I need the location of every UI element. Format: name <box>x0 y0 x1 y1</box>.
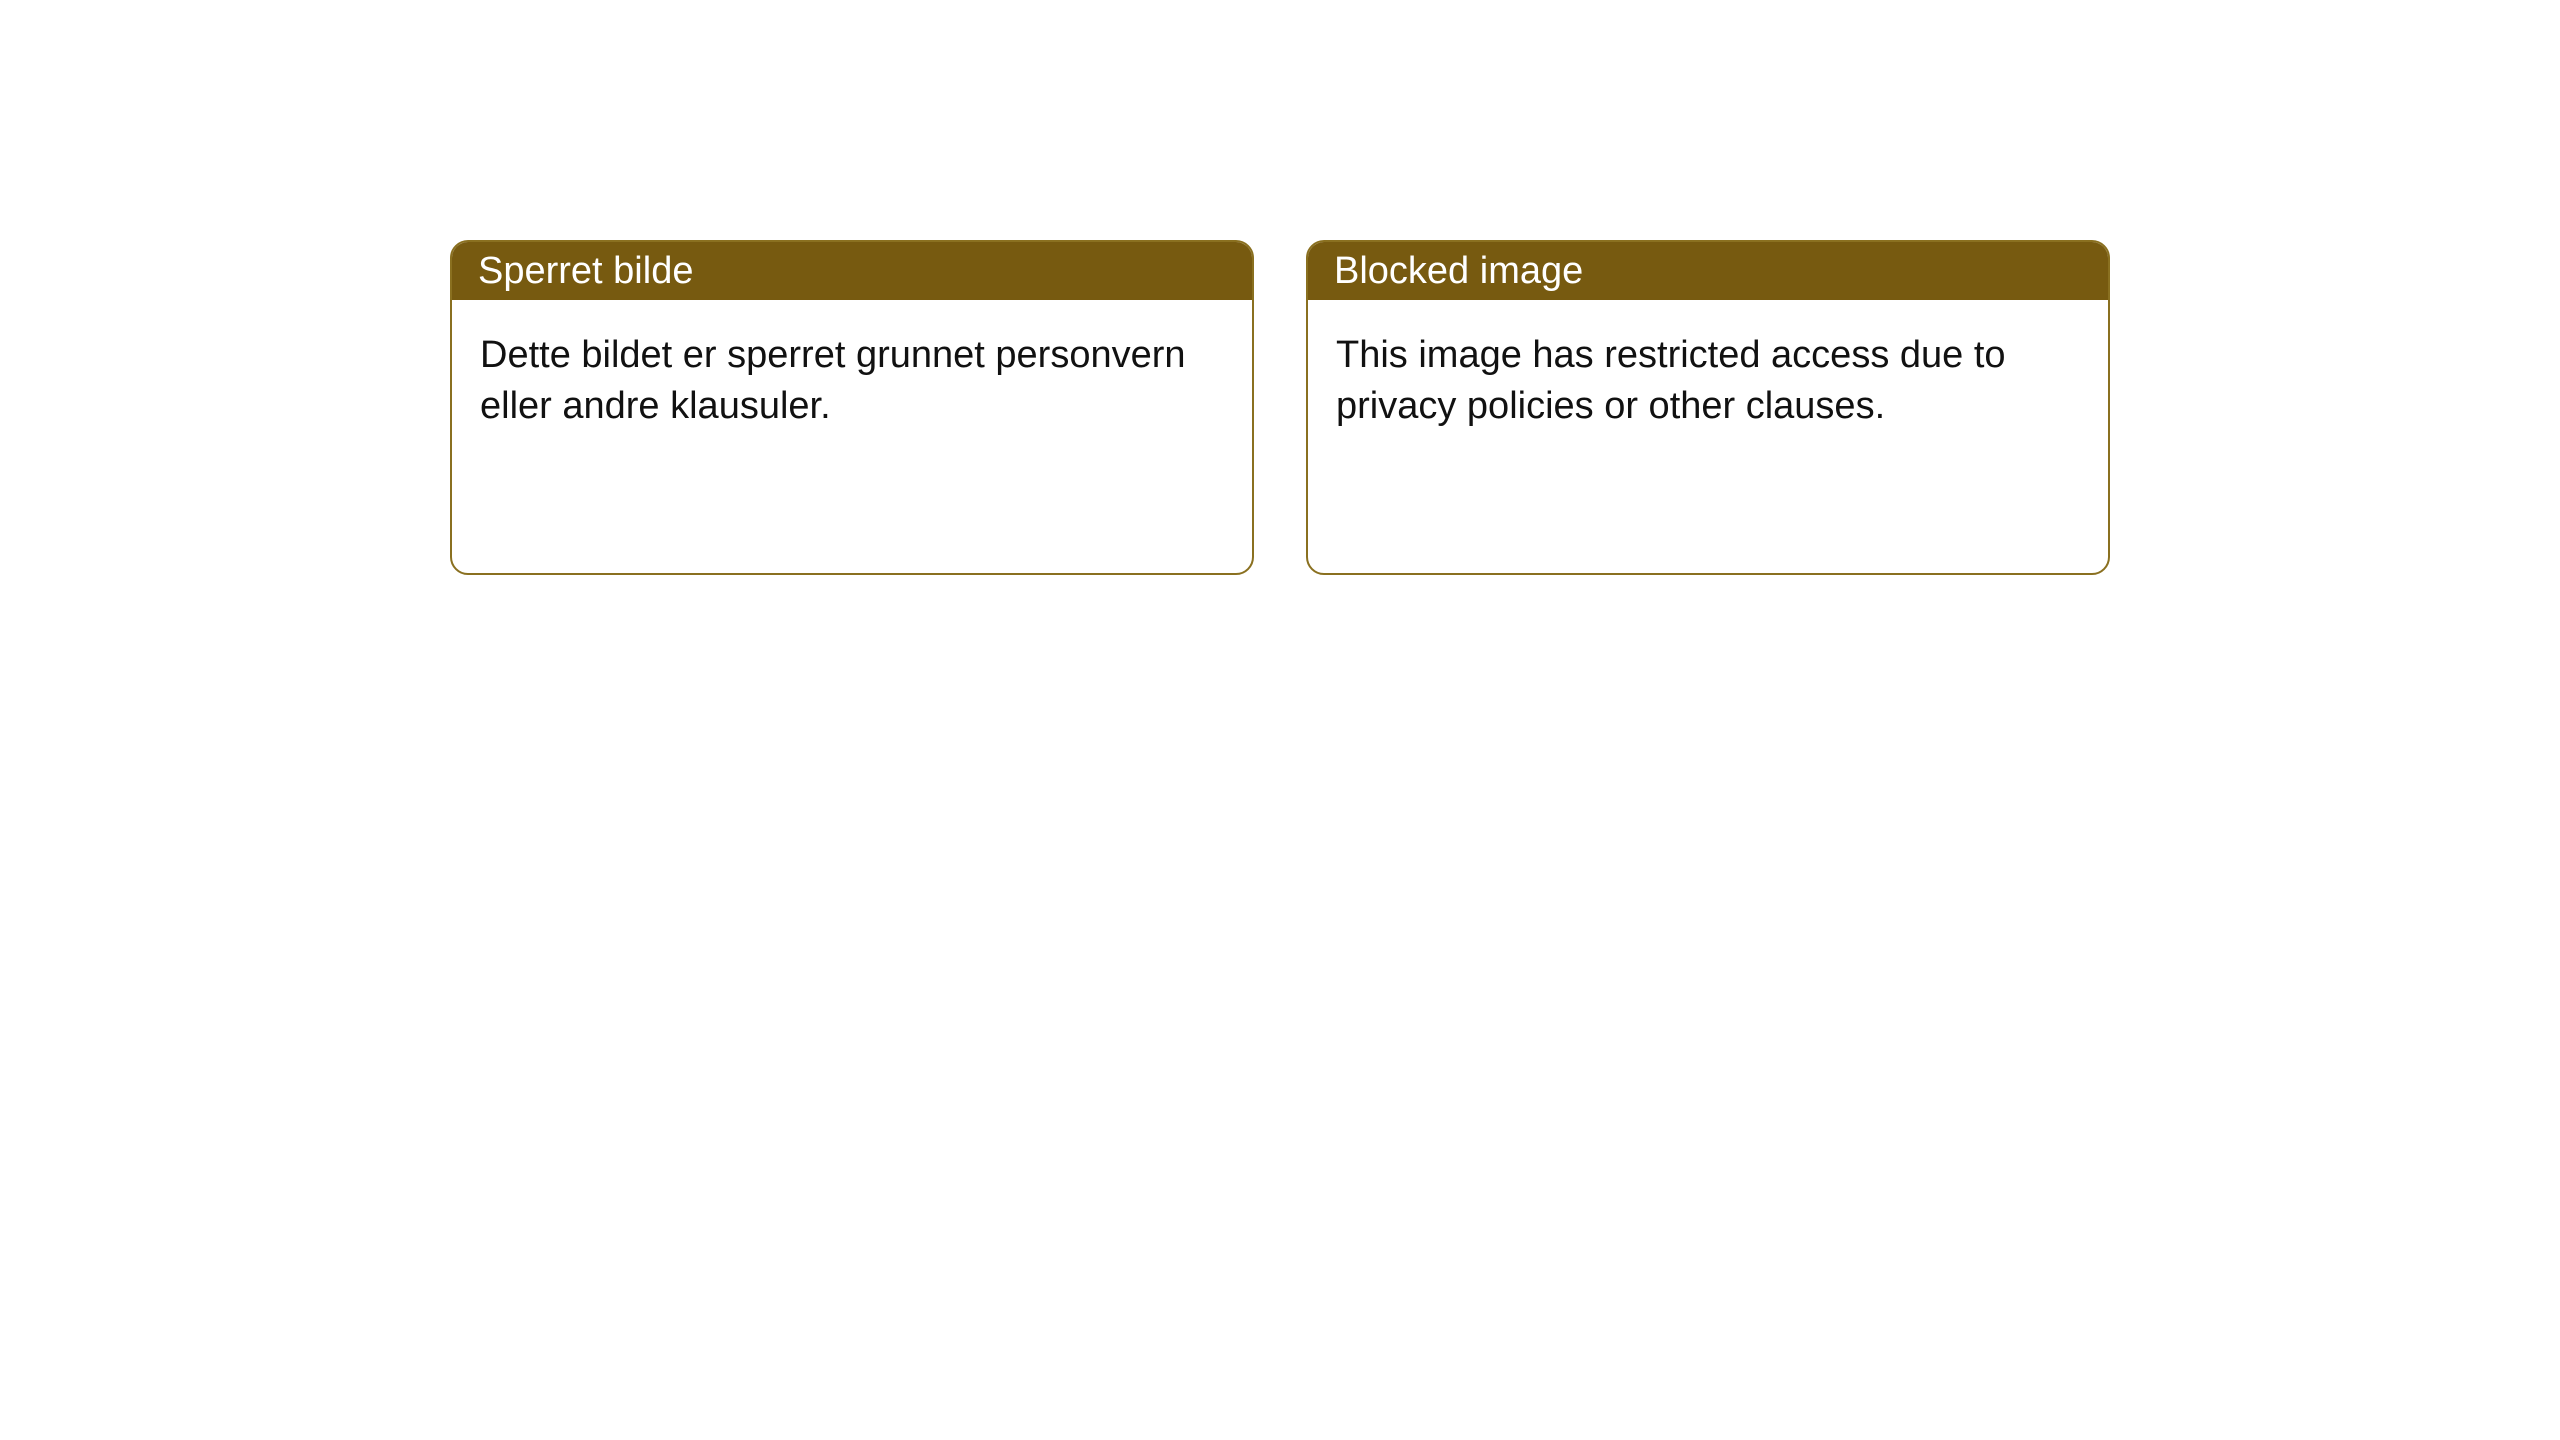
notice-card-header: Sperret bilde <box>452 242 1252 300</box>
notice-card-body: This image has restricted access due to … <box>1308 300 2108 573</box>
card-row: Sperret bilde Dette bildet er sperret gr… <box>450 240 2110 575</box>
notice-card-text: Dette bildet er sperret grunnet personve… <box>480 334 1186 427</box>
page-root: Sperret bilde Dette bildet er sperret gr… <box>0 0 2560 1440</box>
notice-card-en: Blocked image This image has restricted … <box>1306 240 2110 575</box>
notice-card-no: Sperret bilde Dette bildet er sperret gr… <box>450 240 1254 575</box>
notice-card-title: Blocked image <box>1334 250 1583 293</box>
notice-card-text: This image has restricted access due to … <box>1336 334 2006 427</box>
notice-card-body: Dette bildet er sperret grunnet personve… <box>452 300 1252 573</box>
notice-card-header: Blocked image <box>1308 242 2108 300</box>
notice-card-title: Sperret bilde <box>478 250 693 293</box>
